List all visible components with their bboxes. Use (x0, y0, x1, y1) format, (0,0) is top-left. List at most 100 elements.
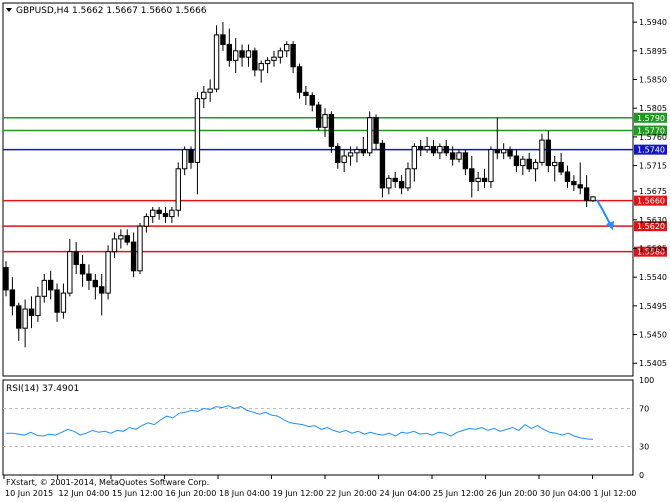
candle[interactable] (328, 111, 335, 153)
candle[interactable] (488, 146, 494, 188)
candle[interactable] (143, 213, 150, 233)
candle[interactable] (156, 207, 162, 220)
candle[interactable] (169, 207, 175, 223)
candle[interactable] (469, 156, 475, 198)
candle[interactable] (500, 143, 507, 160)
candle[interactable] (577, 162, 583, 195)
candle[interactable] (564, 165, 571, 188)
candle[interactable] (41, 273, 47, 303)
candle-body (520, 158, 526, 167)
candle[interactable] (264, 57, 271, 74)
candle[interactable] (481, 168, 488, 188)
candle[interactable] (494, 117, 500, 160)
candle[interactable] (162, 207, 169, 223)
candle[interactable] (392, 171, 398, 188)
candle[interactable] (411, 143, 418, 182)
candle[interactable] (379, 140, 386, 198)
candle[interactable] (226, 28, 233, 67)
candle[interactable] (366, 111, 373, 157)
candle[interactable] (181, 146, 188, 176)
candle[interactable] (405, 162, 411, 192)
candle[interactable] (296, 63, 303, 99)
candle[interactable] (532, 159, 539, 182)
candle[interactable] (239, 44, 245, 67)
candle[interactable] (347, 146, 354, 166)
candle[interactable] (443, 140, 449, 157)
candle[interactable] (475, 171, 481, 192)
candle[interactable] (513, 149, 520, 172)
candle[interactable] (194, 92, 201, 195)
candle[interactable] (137, 222, 143, 274)
candle[interactable] (28, 296, 35, 329)
candle[interactable] (54, 283, 60, 322)
candle[interactable] (335, 143, 341, 169)
candle[interactable] (552, 156, 558, 182)
candle[interactable] (284, 41, 290, 58)
candle[interactable] (213, 25, 220, 93)
candle[interactable] (520, 156, 526, 176)
candle[interactable] (232, 38, 239, 74)
candle[interactable] (67, 238, 73, 297)
candle[interactable] (539, 133, 545, 166)
candle[interactable] (9, 277, 16, 316)
candle[interactable] (22, 299, 28, 348)
price-panel[interactable] (2, 2, 634, 377)
candle[interactable] (558, 152, 564, 176)
candle[interactable] (315, 101, 322, 131)
candle-body (469, 168, 475, 183)
candle[interactable] (354, 146, 360, 163)
candle[interactable] (124, 229, 130, 246)
candle[interactable] (79, 254, 86, 287)
candle[interactable] (188, 146, 194, 169)
candle[interactable] (456, 149, 462, 163)
candle[interactable] (35, 286, 41, 322)
candle[interactable] (118, 229, 124, 249)
candle[interactable] (150, 207, 156, 223)
candle[interactable] (175, 162, 181, 217)
candle[interactable] (207, 79, 213, 102)
candle[interactable] (360, 136, 367, 157)
candle[interactable] (105, 245, 111, 300)
candle[interactable] (86, 264, 92, 290)
candle[interactable] (47, 270, 54, 300)
candle[interactable] (449, 146, 456, 166)
triangle-down-icon[interactable] (6, 8, 12, 12)
candle[interactable] (398, 175, 405, 195)
candle[interactable] (341, 149, 347, 172)
candle[interactable] (60, 283, 67, 319)
candle[interactable] (73, 242, 79, 274)
candle[interactable] (245, 44, 252, 67)
candle[interactable] (220, 22, 226, 51)
candle[interactable] (99, 273, 105, 316)
candle-body (124, 235, 130, 243)
candle[interactable] (418, 140, 424, 157)
candle[interactable] (430, 140, 437, 157)
candle[interactable] (309, 92, 315, 112)
candle[interactable] (462, 149, 469, 176)
candle[interactable] (322, 108, 328, 137)
candle[interactable] (92, 273, 99, 300)
candle[interactable] (201, 85, 207, 109)
candle[interactable] (386, 175, 392, 195)
candle[interactable] (571, 175, 577, 192)
candle-body (156, 209, 162, 214)
candle[interactable] (16, 302, 22, 341)
candle[interactable] (303, 85, 309, 106)
candle[interactable] (590, 196, 596, 202)
candle[interactable] (271, 50, 277, 67)
candle[interactable] (373, 114, 379, 150)
candle[interactable] (424, 136, 430, 153)
candle[interactable] (252, 47, 258, 77)
candle[interactable] (258, 60, 264, 83)
candle[interactable] (111, 232, 118, 259)
candle[interactable] (130, 232, 137, 278)
candle[interactable] (507, 146, 513, 160)
candle[interactable] (3, 261, 9, 297)
candle[interactable] (290, 41, 296, 74)
candle[interactable] (526, 152, 532, 172)
candle[interactable] (545, 130, 552, 172)
candle[interactable] (583, 175, 590, 208)
candle[interactable] (277, 47, 284, 64)
candle[interactable] (437, 143, 443, 160)
